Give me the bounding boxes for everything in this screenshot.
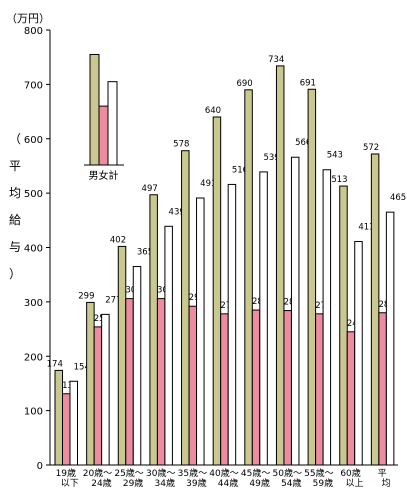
bar-value-label: 465 bbox=[390, 193, 406, 203]
bar-female bbox=[220, 313, 229, 466]
x-tick-label: 55歳～ bbox=[304, 467, 333, 479]
x-tick-label: 29歳 bbox=[123, 477, 143, 489]
legend-bar-male bbox=[89, 53, 100, 166]
y-axis-label-char: ） bbox=[8, 267, 21, 281]
x-tick-label: 45歳～ bbox=[241, 467, 270, 479]
bar-male bbox=[117, 245, 127, 466]
y-axis-label-char: 平 bbox=[8, 159, 21, 173]
bar-value-label: 491 bbox=[200, 179, 216, 189]
y-tick-label: 600 bbox=[24, 135, 43, 146]
bar-value-label: 566 bbox=[295, 138, 311, 148]
x-tick-label: 39歳 bbox=[186, 477, 206, 489]
bar-value-label: 497 bbox=[142, 184, 158, 194]
x-tick-label: 40歳～ bbox=[209, 467, 238, 479]
legend-bar-female bbox=[98, 105, 109, 166]
y-axis-label-char: 与 bbox=[8, 240, 21, 254]
y-tick-label: 700 bbox=[24, 80, 43, 91]
y-axis-label-char: 均 bbox=[8, 186, 21, 200]
bar-female bbox=[251, 309, 261, 466]
y-tick-label: 400 bbox=[24, 244, 43, 255]
x-tick-label: 34歳 bbox=[155, 477, 175, 489]
bar-total bbox=[385, 211, 395, 466]
bar-female bbox=[156, 298, 166, 466]
x-tick-label: 49歳 bbox=[249, 477, 269, 489]
bar-female bbox=[315, 313, 324, 466]
bar-value-label: 154 bbox=[74, 362, 90, 372]
x-tick-label: 24歳 bbox=[91, 477, 111, 489]
bar-male bbox=[275, 65, 285, 466]
bar-value-label: 439 bbox=[169, 207, 185, 217]
bar-female bbox=[62, 393, 71, 466]
bar-value-label: 299 bbox=[78, 291, 94, 301]
bar-total bbox=[132, 266, 142, 466]
y-tick-label: 0 bbox=[37, 461, 43, 472]
bar-total bbox=[322, 169, 332, 466]
x-tick-label: 25歳～ bbox=[114, 467, 143, 479]
bar-female bbox=[125, 298, 134, 466]
bar-value-label: 411 bbox=[358, 223, 374, 233]
y-axis-label-char: 給 bbox=[8, 213, 21, 227]
x-tick-label: 35歳～ bbox=[178, 467, 207, 479]
bar-male bbox=[181, 150, 190, 466]
bar-value-label: 734 bbox=[268, 55, 284, 65]
bar-male bbox=[370, 153, 380, 466]
x-tick-label: 以上 bbox=[346, 478, 364, 489]
unit-label: （万円） bbox=[6, 12, 50, 25]
bar-total bbox=[69, 380, 78, 466]
y-axis-label-char: （ bbox=[8, 132, 21, 146]
bar-male bbox=[244, 89, 253, 466]
bar-total bbox=[101, 313, 110, 466]
y-tick-label: 100 bbox=[24, 407, 43, 418]
bar-value-label: 691 bbox=[300, 78, 316, 88]
y-tick-label: 500 bbox=[24, 189, 43, 200]
bar-female bbox=[93, 326, 103, 466]
bar-value-label: 539 bbox=[263, 153, 279, 163]
x-tick-label: 30歳～ bbox=[146, 467, 175, 479]
x-tick-label: 平 bbox=[378, 468, 387, 479]
y-axis-label: （ 平均給与 ） bbox=[6, 126, 24, 288]
bar-male bbox=[86, 301, 95, 466]
bar-value-label: 578 bbox=[173, 140, 189, 150]
bar-value-label: 543 bbox=[327, 151, 343, 161]
bar-male bbox=[339, 185, 348, 466]
bar-male bbox=[149, 194, 158, 466]
x-tick-label: 均 bbox=[382, 477, 391, 489]
bar-value-label: 402 bbox=[110, 235, 126, 245]
x-tick-label: 44歳 bbox=[218, 477, 238, 489]
x-tick-label: 59歳 bbox=[313, 477, 333, 489]
bar-value-label: 277 bbox=[105, 295, 121, 305]
bar-value-label: 516 bbox=[232, 165, 248, 175]
bar-female bbox=[346, 331, 356, 466]
bar-value-label: 690 bbox=[236, 79, 252, 89]
legend-bar-total bbox=[107, 81, 118, 166]
bar-male bbox=[212, 116, 222, 466]
x-tick-label: 60歳 bbox=[340, 467, 360, 479]
bar-female bbox=[283, 310, 292, 466]
bar-total bbox=[196, 197, 205, 466]
bar-value-label: 365 bbox=[137, 248, 153, 258]
x-tick-label: 54歳 bbox=[281, 477, 301, 489]
bar-total bbox=[227, 183, 237, 466]
x-tick-label: 20歳～ bbox=[83, 467, 112, 479]
x-tick-label: 19歳 bbox=[56, 467, 76, 479]
bar-total bbox=[164, 225, 173, 466]
legend-label: 男女計 bbox=[89, 169, 119, 182]
bar-female bbox=[188, 305, 198, 466]
bar-total bbox=[290, 156, 300, 466]
x-tick-label: 以下 bbox=[61, 479, 79, 489]
y-tick-label: 200 bbox=[24, 352, 43, 363]
bar-male bbox=[307, 88, 317, 466]
bar-female bbox=[378, 312, 387, 466]
bar-value-label: 640 bbox=[205, 106, 221, 116]
y-tick-label: 300 bbox=[24, 298, 43, 309]
y-tick-label: 800 bbox=[24, 26, 43, 37]
bar-value-label: 174 bbox=[47, 359, 63, 369]
bar-value-label: 513 bbox=[331, 175, 347, 185]
bar-total bbox=[354, 241, 363, 466]
bar-total bbox=[259, 171, 268, 466]
bar-value-label: 572 bbox=[363, 143, 379, 153]
x-tick-label: 50歳～ bbox=[273, 467, 302, 479]
